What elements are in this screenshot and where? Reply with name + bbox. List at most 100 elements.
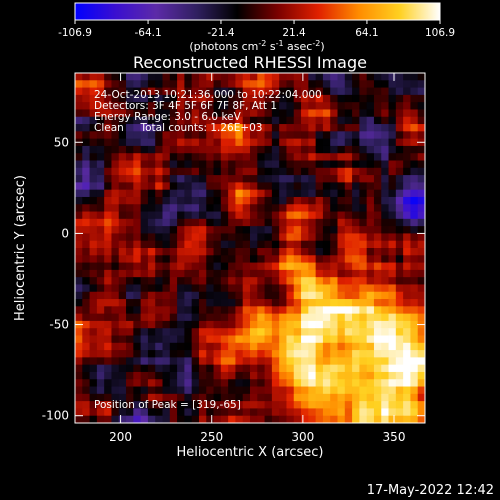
heatmap-cell <box>118 87 127 96</box>
heatmap-cell <box>235 415 244 424</box>
heatmap-cell <box>177 335 185 344</box>
heatmap-cell <box>126 226 134 234</box>
heatmap-cell <box>133 350 142 358</box>
heatmap-cell <box>344 284 353 293</box>
heatmap-cell <box>104 277 112 285</box>
heatmap-cell <box>257 182 265 191</box>
heatmap-cell <box>286 248 295 256</box>
heatmap-cell <box>177 218 185 227</box>
heatmap-cell <box>417 379 426 387</box>
heatmap-cell <box>403 248 411 256</box>
heatmap-cell <box>373 269 382 278</box>
heatmap-cell <box>220 313 229 322</box>
heatmap-cell <box>96 371 105 380</box>
heatmap-cell <box>169 240 178 249</box>
heatmap-cell <box>286 386 295 395</box>
heatmap-cell <box>235 379 244 387</box>
heatmap-cell <box>184 160 193 169</box>
heatmap-cell <box>322 320 331 329</box>
heatmap-cell <box>301 73 309 81</box>
heatmap-cell <box>330 204 338 212</box>
heatmap-cell <box>162 124 171 132</box>
heatmap-cell <box>198 124 207 132</box>
heatmap-cell <box>308 350 317 358</box>
heatmap-cell <box>417 415 426 424</box>
heatmap-cell <box>96 182 105 191</box>
heatmap-cell <box>322 226 331 234</box>
heatmap-cell <box>271 415 280 424</box>
heatmap-cell <box>177 131 185 140</box>
heatmap-cell <box>264 313 273 322</box>
heatmap-cell <box>89 408 98 417</box>
heatmap-cell <box>403 299 411 307</box>
heatmap-cell <box>220 335 229 344</box>
heatmap-cell <box>322 233 331 242</box>
heatmap-cell <box>140 335 149 344</box>
heatmap-cell <box>118 131 127 140</box>
heatmap-cell <box>366 145 375 154</box>
heatmap-cell <box>366 393 375 402</box>
heatmap-cell <box>82 160 90 169</box>
heatmap-cell <box>140 87 149 96</box>
heatmap-cell <box>184 335 193 344</box>
heatmap-cell <box>177 255 185 263</box>
heatmap-cell <box>388 218 397 227</box>
heatmap-cell <box>235 401 244 409</box>
heatmap-cell <box>286 277 295 285</box>
heatmap-cell <box>264 408 273 417</box>
heatmap-cell <box>271 87 280 96</box>
heatmap-cell <box>250 189 258 198</box>
heatmap-cell <box>388 240 397 249</box>
heatmap-cell <box>410 189 419 198</box>
heatmap-cell <box>213 153 222 161</box>
heatmap-cell <box>126 313 134 322</box>
heatmap-cell <box>155 131 163 140</box>
heatmap-cell <box>344 401 353 409</box>
heatmap-cell <box>206 153 214 161</box>
heatmap-cell <box>228 255 236 263</box>
heatmap-cell <box>403 189 411 198</box>
heatmap-cell <box>235 87 244 96</box>
heatmap-cell <box>75 240 83 249</box>
heatmap-cell <box>126 116 134 125</box>
heatmap-cell <box>147 291 156 300</box>
heatmap-cell <box>330 379 338 387</box>
heatmap-cell <box>352 175 360 183</box>
heatmap-cell <box>352 255 360 263</box>
heatmap-cell <box>126 167 134 176</box>
heatmap-cell <box>133 379 142 387</box>
heatmap-cell <box>330 175 338 183</box>
heatmap-cell <box>213 189 222 198</box>
heatmap-cell <box>417 328 426 336</box>
heatmap-cell <box>177 357 185 366</box>
heatmap-cell <box>308 415 317 424</box>
heatmap-cell <box>250 371 258 380</box>
heatmap-cell <box>330 73 338 81</box>
heatmap-cell <box>395 379 404 387</box>
heatmap-cell <box>191 320 200 329</box>
heatmap-cell <box>315 364 324 373</box>
heatmap-cell <box>250 379 258 387</box>
heatmap-cell <box>177 160 185 169</box>
heatmap-cell <box>403 262 411 271</box>
heatmap-cell <box>75 80 83 88</box>
heatmap-cell <box>184 131 193 140</box>
heatmap-cell <box>264 109 273 118</box>
heatmap-cell <box>344 277 353 285</box>
heatmap-cell <box>286 160 295 169</box>
heatmap-cell <box>286 116 295 125</box>
heatmap-cell <box>191 371 200 380</box>
heatmap-cell <box>417 393 426 402</box>
heatmap-cell <box>417 262 426 271</box>
heatmap-cell <box>373 364 382 373</box>
heatmap-cell <box>184 102 193 110</box>
heatmap-cell <box>191 255 200 263</box>
heatmap-cell <box>373 415 382 424</box>
heatmap-cell <box>337 364 346 373</box>
heatmap-cell <box>264 182 273 191</box>
heatmap-cell <box>257 131 265 140</box>
heatmap-cell <box>147 167 156 176</box>
heatmap-cell <box>381 196 389 205</box>
heatmap-cell <box>322 189 331 198</box>
heatmap-cell <box>213 393 222 402</box>
